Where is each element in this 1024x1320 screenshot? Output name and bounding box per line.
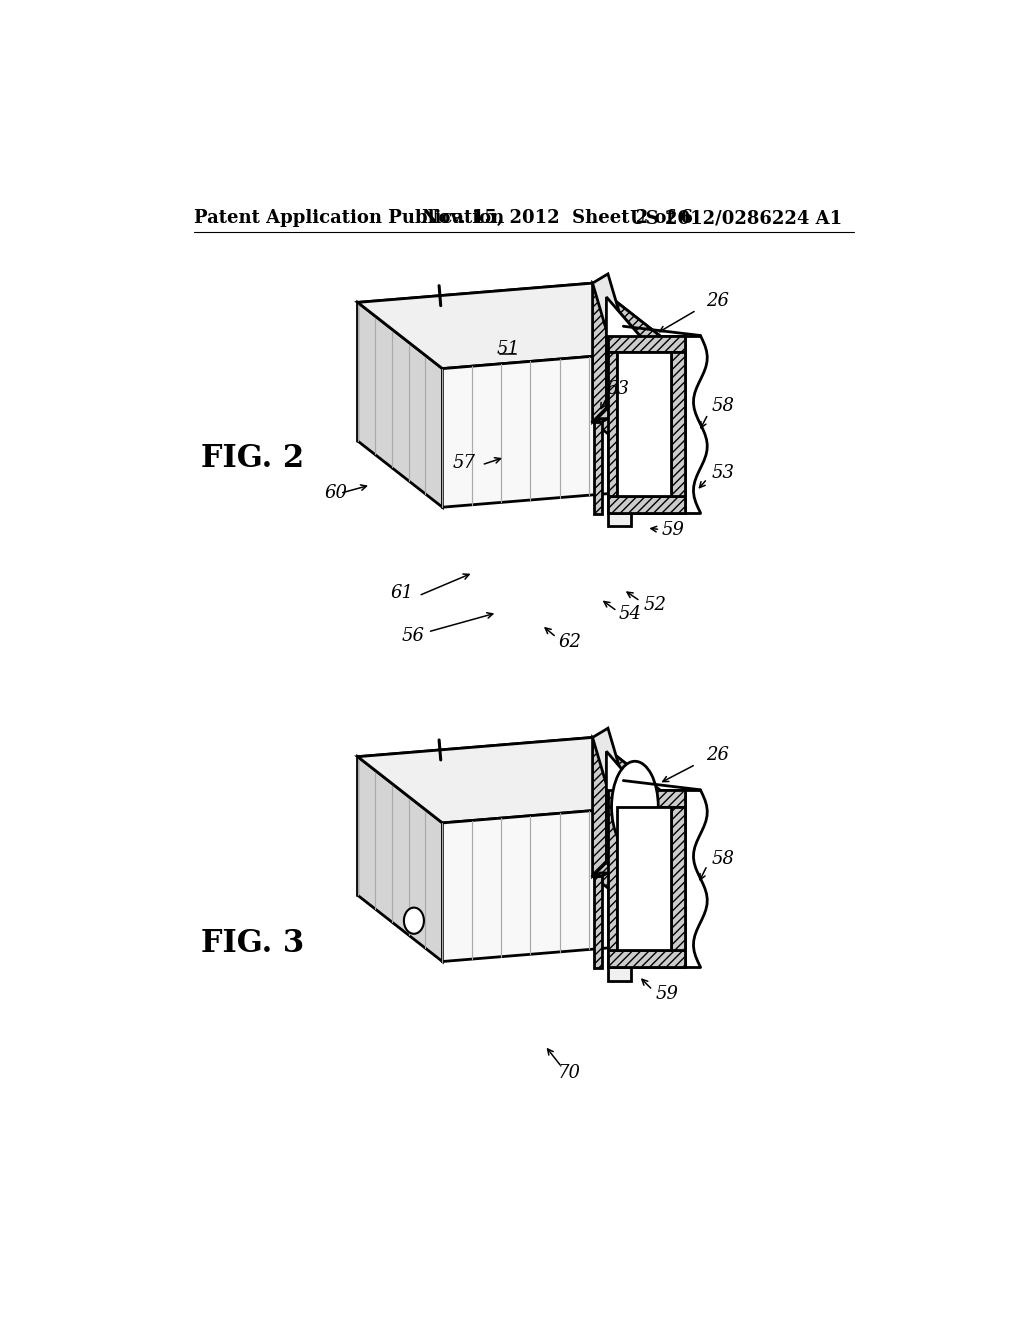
Polygon shape	[617, 352, 671, 496]
Polygon shape	[593, 738, 606, 876]
Polygon shape	[594, 418, 608, 422]
Polygon shape	[606, 751, 664, 928]
Ellipse shape	[611, 762, 658, 853]
Polygon shape	[608, 512, 631, 527]
Text: 57: 57	[453, 454, 475, 471]
Text: 70: 70	[558, 1064, 581, 1082]
Text: 58: 58	[712, 397, 735, 416]
Text: 62: 62	[559, 634, 582, 651]
Text: 26: 26	[707, 746, 729, 764]
Text: 63: 63	[606, 380, 630, 399]
Polygon shape	[617, 807, 671, 950]
Polygon shape	[608, 335, 685, 352]
Polygon shape	[442, 350, 677, 507]
Polygon shape	[606, 297, 664, 474]
Text: 53: 53	[711, 463, 734, 482]
Polygon shape	[593, 729, 624, 789]
Polygon shape	[594, 873, 608, 876]
Polygon shape	[442, 804, 677, 961]
Polygon shape	[357, 738, 677, 822]
Polygon shape	[357, 302, 442, 507]
Text: 60: 60	[325, 484, 347, 503]
Text: 61: 61	[391, 585, 414, 602]
Polygon shape	[608, 496, 685, 512]
Polygon shape	[671, 807, 685, 950]
Text: 59: 59	[655, 985, 679, 1003]
Text: 58: 58	[712, 850, 735, 869]
Polygon shape	[593, 284, 677, 363]
Polygon shape	[593, 862, 677, 942]
Text: FIG. 3: FIG. 3	[202, 928, 305, 960]
Text: 26: 26	[707, 292, 729, 310]
Polygon shape	[608, 966, 631, 981]
Polygon shape	[357, 284, 593, 441]
Text: 56: 56	[401, 627, 425, 644]
Polygon shape	[608, 508, 639, 512]
Polygon shape	[608, 335, 685, 512]
Polygon shape	[664, 350, 677, 488]
Text: 59: 59	[662, 520, 685, 539]
Polygon shape	[593, 284, 606, 422]
Text: Patent Application Publication: Patent Application Publication	[194, 210, 504, 227]
Text: 54: 54	[618, 606, 642, 623]
Text: 51: 51	[497, 341, 519, 358]
Text: FIG. 2: FIG. 2	[202, 444, 304, 474]
Polygon shape	[357, 756, 442, 961]
Polygon shape	[608, 962, 639, 966]
Text: 52: 52	[643, 597, 667, 614]
Polygon shape	[357, 284, 677, 368]
Polygon shape	[608, 789, 685, 966]
Polygon shape	[664, 804, 677, 942]
Polygon shape	[593, 408, 677, 488]
Polygon shape	[608, 352, 617, 496]
Polygon shape	[608, 807, 617, 950]
Ellipse shape	[403, 908, 424, 933]
Polygon shape	[357, 738, 593, 895]
Text: Nov. 15, 2012  Sheet 2 of 6: Nov. 15, 2012 Sheet 2 of 6	[422, 210, 692, 227]
Polygon shape	[608, 950, 685, 966]
Polygon shape	[593, 275, 624, 335]
Polygon shape	[671, 352, 685, 496]
Polygon shape	[608, 789, 685, 807]
Polygon shape	[593, 738, 677, 817]
Text: US 2012/0286224 A1: US 2012/0286224 A1	[630, 210, 842, 227]
Polygon shape	[594, 876, 602, 969]
Polygon shape	[594, 422, 602, 515]
